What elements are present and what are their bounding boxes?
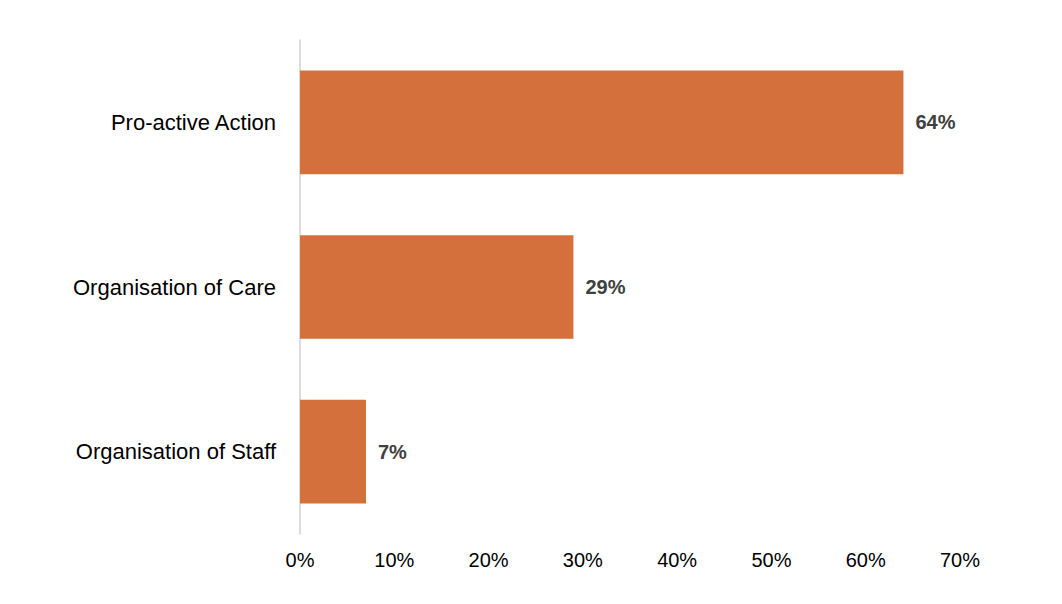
svg-text:60%: 60% [846, 549, 886, 571]
svg-text:Organisation of Staff: Organisation of Staff [76, 439, 277, 464]
svg-text:Organisation of Care: Organisation of Care [73, 275, 276, 300]
svg-text:0%: 0% [286, 549, 315, 571]
svg-text:7%: 7% [378, 441, 407, 463]
svg-text:50%: 50% [751, 549, 791, 571]
svg-text:10%: 10% [374, 549, 414, 571]
svg-text:70%: 70% [940, 549, 980, 571]
svg-text:40%: 40% [657, 549, 697, 571]
svg-text:20%: 20% [469, 549, 509, 571]
svg-text:Pro-active Action: Pro-active Action [111, 110, 276, 135]
svg-text:64%: 64% [915, 111, 955, 133]
svg-text:29%: 29% [585, 276, 625, 298]
svg-text:30%: 30% [563, 549, 603, 571]
